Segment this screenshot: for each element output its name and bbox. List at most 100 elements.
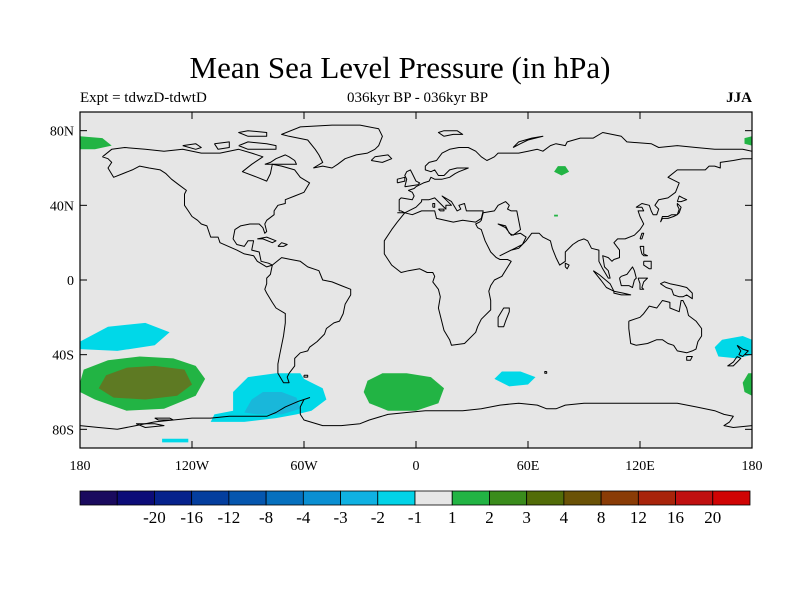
anomaly-dark-south-pacific: [98, 365, 192, 400]
colorbar-label: -4: [296, 508, 311, 527]
x-tick-label: 60E: [517, 459, 540, 474]
coastline-10: [727, 356, 742, 367]
y-tick-label: 80S: [52, 423, 74, 438]
coastline-1: [264, 257, 352, 384]
coastline-3: [383, 132, 752, 346]
colorbar-label: 16: [667, 508, 684, 527]
coastline-4: [404, 169, 421, 188]
anomaly-green-barents-east: [744, 136, 752, 146]
colorbar-swatch: [302, 490, 341, 506]
coastline-22: [497, 307, 510, 328]
coastline-37: [544, 371, 548, 374]
colorbar-swatch: [563, 490, 602, 506]
colorbar-label: -12: [218, 508, 241, 527]
coastline-25: [238, 141, 277, 150]
anomaly-cyan-ross-sea: [162, 438, 189, 443]
coastline-32: [277, 242, 288, 247]
colorbar-swatch: [414, 490, 453, 506]
anomaly-green-south-of-nz: [742, 373, 752, 396]
colorbar-swatch: [116, 490, 155, 506]
colorbar-swatch: [637, 490, 676, 506]
anomaly-green-central-asia: [554, 214, 558, 217]
anomaly-green-south-atlantic: [363, 373, 444, 411]
experiment-label: Expt = tdwzD-tdwtD: [80, 90, 207, 106]
coastline-18: [660, 203, 682, 223]
colorbar-swatch: [79, 490, 118, 506]
colorbar-swatch: [191, 490, 230, 506]
coastline-21: [564, 262, 570, 270]
coastline-20: [639, 232, 645, 240]
coastline-27: [213, 141, 230, 150]
colorbar-swatch: [526, 490, 565, 506]
coastline-7: [628, 300, 703, 354]
colorbar-swatch: [712, 490, 751, 506]
colorbar-label: 20: [704, 508, 721, 527]
coastline-6: [370, 154, 393, 163]
coastline-11: [660, 281, 693, 300]
coastline-16: [639, 245, 648, 257]
chart-title: Mean Sea Level Pressure (in hPa): [189, 50, 611, 85]
x-tick-label: 180: [70, 459, 91, 474]
coastline-9: [736, 344, 749, 357]
coastline-33: [432, 203, 436, 208]
coastline-14: [619, 266, 637, 288]
colorbar-label: 3: [522, 508, 531, 527]
coastline-17: [643, 260, 652, 270]
period-label: 036kyr BP - 036kyr BP: [346, 90, 489, 106]
colorbar-swatch: [265, 490, 304, 506]
colorbar-swatch: [600, 490, 639, 506]
coastline-23: [80, 397, 752, 430]
colorbar-swatch: [154, 490, 193, 506]
colorbar-label: -16: [180, 508, 203, 527]
anomaly-cyan-drake-core: [244, 392, 301, 415]
y-tick-label: 40N: [50, 199, 74, 214]
colorbar-label: -3: [333, 508, 347, 527]
coastline-35: [135, 423, 165, 428]
anomaly-cyan-indian-ocean: [494, 371, 536, 387]
colorbar-swatch: [451, 490, 490, 506]
y-tick-label: 0: [67, 274, 74, 289]
colorbar-label: -8: [259, 508, 273, 527]
coastline-26: [182, 143, 202, 150]
anomaly-green-siberia: [554, 166, 570, 176]
colorbar-swatch: [228, 490, 267, 506]
coastline-31: [257, 236, 277, 244]
colorbar-swatch: [675, 490, 714, 506]
colorbar-label: 4: [560, 508, 569, 527]
y-tick-label: 80N: [50, 125, 74, 140]
x-tick-label: 180: [742, 459, 763, 474]
coastline-5: [396, 176, 406, 184]
x-tick-label: 120E: [625, 459, 655, 474]
colorbar-label: 8: [597, 508, 606, 527]
coastline-13: [613, 290, 632, 296]
coastline-30: [512, 135, 544, 148]
coastline-34: [438, 208, 445, 212]
coastline-28: [238, 130, 268, 137]
colorbar-label: -1: [408, 508, 422, 527]
anomaly-layer: [80, 136, 752, 443]
colorbar-label: -20: [143, 508, 166, 527]
anomaly-green-greenland-sea: [80, 136, 112, 150]
anomaly-cyan-se-pacific-north: [80, 322, 170, 351]
colorbar-label: -2: [371, 508, 385, 527]
y-tick-label: 40S: [52, 349, 74, 364]
colorbar-swatch: [377, 490, 416, 506]
coastline-38: [303, 374, 309, 378]
season-label: JJA: [726, 90, 752, 106]
coastline-24: [264, 154, 297, 165]
x-tick-label: 60W: [290, 459, 318, 474]
coastline-layer: [80, 124, 752, 430]
x-tick-label: 0: [413, 459, 420, 474]
coastline-29: [437, 130, 464, 137]
coastline-15: [637, 277, 648, 290]
x-tick-label: 120W: [175, 459, 210, 474]
colorbar: -20 -16 -12 -8 -4 -3 -2 -1 1 2 3 4 8 12 16 20: [79, 490, 751, 527]
colorbar-swatch: [489, 490, 528, 506]
coastline-8: [686, 356, 693, 361]
colorbar-label: 12: [630, 508, 647, 527]
anomaly-cyan-tasman: [714, 336, 752, 359]
colorbar-swatch: [340, 490, 379, 506]
axis-ticks: 180 120W 60W 0 60E 120E 180 80N 40N 0 40S 80S: [50, 112, 763, 474]
coastline-19: [676, 195, 688, 203]
